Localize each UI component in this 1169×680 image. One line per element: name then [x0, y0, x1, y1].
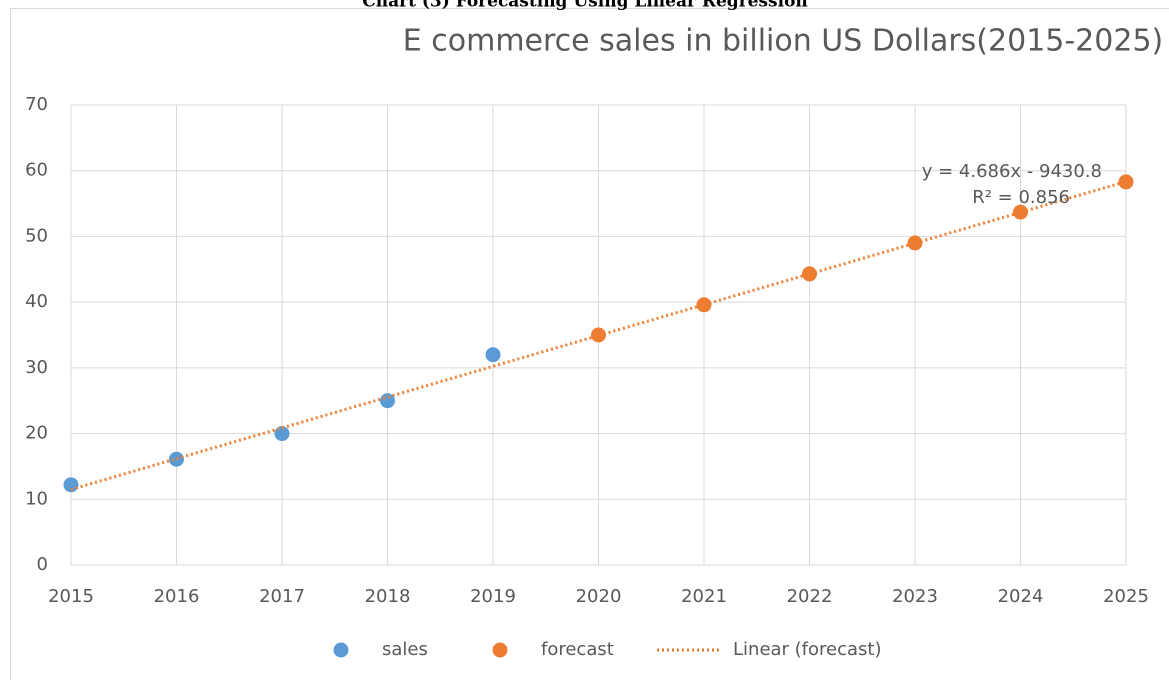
x-tick-label: 2020	[576, 586, 622, 607]
point	[802, 266, 817, 282]
caption: Chart (3) Forecasting Using Linear Regre…	[362, 0, 808, 12]
x-tick-label: 2022	[787, 586, 833, 607]
x-tick-label: 2016	[154, 586, 200, 607]
y-tick-label: 60	[25, 160, 48, 181]
point	[696, 297, 712, 313]
point	[485, 347, 501, 363]
x-tick-label: 2021	[681, 586, 727, 607]
y-tick-label: 10	[25, 488, 48, 509]
y-tick-label: 70	[25, 94, 48, 115]
x-tick-label: 2019	[470, 586, 516, 607]
annotation: R² = 0.856	[972, 187, 1070, 208]
y-tick-label: 50	[25, 225, 48, 246]
x-tick-label: 2025	[1103, 586, 1149, 607]
x-tick-label: 2017	[259, 586, 305, 607]
chart-title: E commerce sales in billion US Dollars(2…	[403, 24, 1164, 59]
annotation: y = 4.686x - 9430.8	[922, 161, 1102, 182]
legend-swatch	[333, 642, 349, 658]
point	[1118, 174, 1134, 190]
x-tick-label: 2023	[892, 586, 938, 607]
trendline	[70, 180, 1127, 491]
point	[169, 451, 184, 467]
point	[274, 426, 290, 442]
y-tick-label: 0	[37, 554, 48, 575]
point	[1013, 204, 1028, 220]
x-tick-label: 2024	[998, 586, 1044, 607]
x-tick-label: 2015	[48, 586, 94, 607]
legend-label: forecast	[541, 639, 614, 660]
y-tick-label: 20	[25, 423, 48, 444]
legend-label: Linear (forecast)	[733, 639, 882, 660]
legend-swatch	[492, 642, 508, 658]
y-tick-label: 30	[25, 357, 48, 378]
y-tick-label: 40	[25, 291, 48, 312]
legend-label: sales	[382, 639, 428, 660]
point	[63, 477, 79, 493]
point	[907, 235, 923, 251]
chart-frame	[10, 8, 1169, 680]
point	[591, 327, 606, 343]
x-tick-label: 2018	[365, 586, 411, 607]
